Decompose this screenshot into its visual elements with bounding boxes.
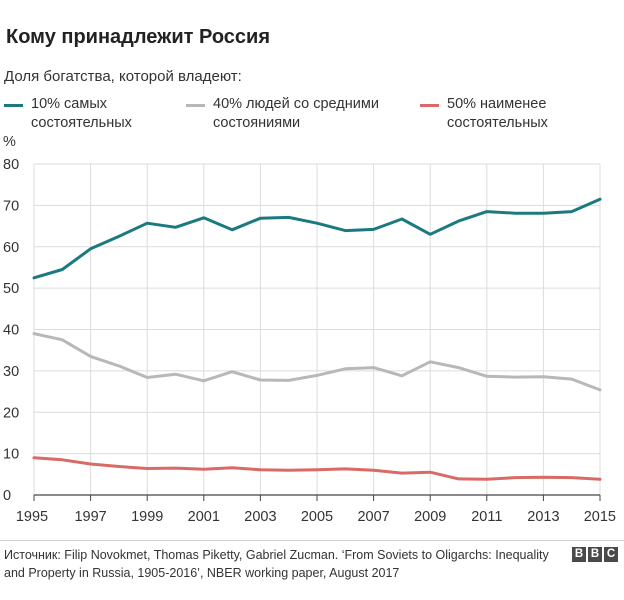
y-axis-unit-label: %	[3, 134, 16, 150]
series-line-bottom50	[32, 456, 602, 481]
x-tick-label: 2015	[584, 509, 616, 525]
y-tick-label: 0	[3, 488, 11, 504]
y-tick-label: 50	[3, 281, 19, 297]
legend-label-top10: 10% самых состоятельных	[31, 96, 132, 131]
legend-swatch-middle40	[186, 104, 205, 107]
footer-divider	[0, 540, 624, 541]
series-line-top10	[32, 197, 602, 280]
y-tick-label: 10	[3, 447, 19, 463]
x-tick-label: 2007	[357, 509, 389, 525]
legend-label-middle40: 40% людей со средними состояниями	[213, 96, 379, 131]
y-tick-label: 40	[3, 323, 19, 339]
legend-swatch-top10	[4, 104, 23, 107]
x-tick-label: 2011	[471, 509, 502, 525]
x-tick-label: 2005	[301, 509, 333, 525]
x-tick-label: 2013	[527, 509, 559, 525]
y-tick-label: 60	[3, 240, 19, 256]
chart-subtitle: Доля богатства, которой владеют:	[4, 68, 242, 85]
x-tick-label: 1997	[74, 509, 106, 525]
x-tick-label: 1999	[131, 509, 163, 525]
bbc-logo-letter: B	[572, 547, 586, 562]
y-tick-label: 80	[3, 157, 19, 173]
x-tick-label: 2003	[244, 509, 276, 525]
x-tick-label: 2009	[414, 509, 446, 525]
wealth-share-line-chart: 0 10 20 30 40 50 60 70 80% 1995 1997 1999 2001 2003 20…	[3, 134, 616, 525]
y-tick-label: 30	[3, 364, 19, 380]
series-line-middle40	[32, 332, 602, 392]
y-tick-label: 20	[3, 405, 19, 421]
chart-title: Кому принадлежит Россия	[6, 26, 270, 48]
source-note: Источник: Filip Novokmet, Thomas Piketty…	[4, 548, 549, 580]
x-tick-label: 2001	[188, 509, 220, 525]
y-tick-label: 70	[3, 198, 19, 214]
x-tick-label: 1995	[16, 509, 48, 525]
bbc-logo-letter: C	[604, 547, 618, 562]
bbc-logo-letter: B	[588, 547, 602, 562]
legend-swatch-bottom50	[420, 104, 439, 107]
bbc-logo: B B C	[572, 547, 618, 562]
legend-label-bottom50: 50% наименее состоятельных	[447, 96, 548, 131]
